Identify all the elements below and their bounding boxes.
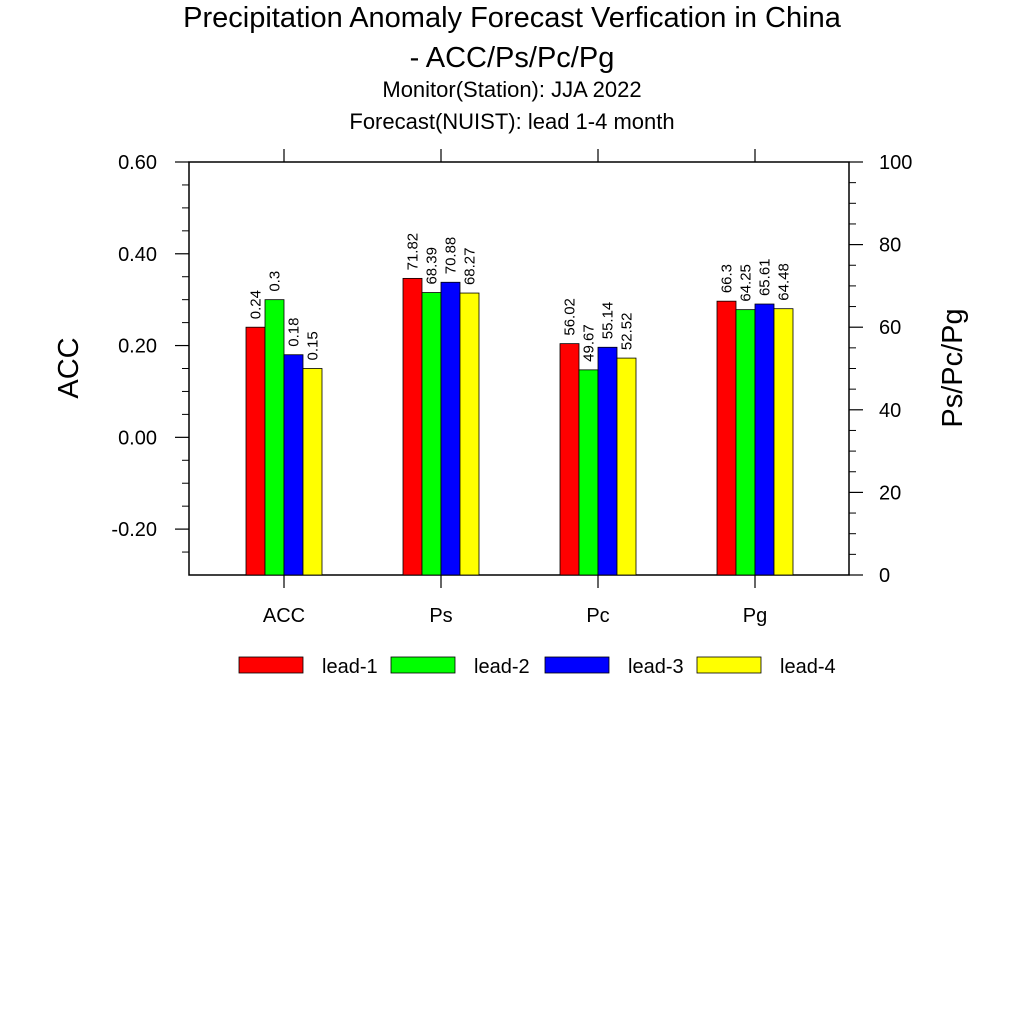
bar-lead-2 (264, 299, 285, 576)
bar-value-label: 68.27 (462, 247, 479, 285)
left-tick-label: 0.20 (118, 336, 157, 358)
bar-value-label: 64.48 (776, 263, 793, 301)
bar-value-label: 70.88 (443, 237, 460, 275)
bar-lead-4 (773, 308, 794, 576)
bar-value-label: 0.3 (267, 271, 284, 292)
bar-value-label: 55.14 (600, 302, 617, 340)
legend-label: lead-2 (474, 656, 530, 678)
chart-title-line2: - ACC/Ps/Pc/Pg (409, 42, 615, 74)
bar-lead-1 (716, 300, 737, 576)
bar-lead-2 (578, 369, 599, 576)
left-tick-label: -0.20 (111, 519, 157, 541)
bar-lead-4 (302, 368, 323, 576)
bar-value-label: 64.25 (738, 264, 755, 302)
legend-swatch-lead-2 (390, 656, 456, 674)
chart-subtitle-line2: Forecast(NUIST): lead 1-4 month (349, 109, 675, 134)
right-axis-title: Ps/Pc/Pg (937, 308, 969, 427)
bar-lead-3 (754, 303, 775, 576)
chart-subtitle-line1: Monitor(Station): JJA 2022 (382, 77, 642, 102)
bar-lead-1 (402, 277, 423, 576)
bar-value-label: 0.24 (248, 290, 265, 319)
right-tick-label: 60 (879, 317, 901, 339)
right-tick-label: 100 (879, 152, 912, 174)
bar-lead-2 (421, 292, 442, 576)
left-tick-label: 0.40 (118, 244, 157, 266)
bar-value-label: 71.82 (405, 233, 422, 271)
bar-value-label: 68.39 (424, 247, 441, 285)
bar-lead-1 (245, 326, 266, 576)
x-tick-label: Pc (586, 605, 609, 627)
bar-lead-4 (616, 357, 637, 576)
right-tick-label: 20 (879, 482, 901, 504)
bar-value-label: 49.67 (581, 324, 598, 362)
chart-title-line1: Precipitation Anomaly Forecast Verficati… (183, 2, 841, 34)
bar-value-label: 56.02 (562, 298, 579, 336)
right-tick-label: 0 (879, 565, 890, 587)
x-tick-label: Pg (743, 605, 767, 627)
bar-value-label: 66.3 (719, 264, 736, 293)
left-axis-title: ACC (53, 337, 85, 398)
bar-lead-2 (735, 309, 756, 576)
x-tick-label: Ps (429, 605, 452, 627)
legend-swatch-lead-1 (238, 656, 304, 674)
legend-label: lead-3 (628, 656, 684, 678)
bar-lead-3 (283, 354, 304, 576)
bar-lead-3 (597, 346, 618, 576)
bar-lead-3 (440, 281, 461, 576)
x-tick-label: ACC (263, 605, 305, 627)
right-tick-label: 80 (879, 235, 901, 257)
legend-swatch-lead-3 (544, 656, 610, 674)
right-tick-label: 40 (879, 400, 901, 422)
bar-value-label: 0.18 (286, 318, 303, 347)
bar-lead-4 (459, 292, 480, 576)
legend-swatch-lead-4 (696, 656, 762, 674)
bar-value-label: 65.61 (757, 258, 774, 296)
bar-value-label: 52.52 (619, 313, 636, 351)
bar-lead-1 (559, 343, 580, 576)
left-tick-label: 0.60 (118, 152, 157, 174)
legend-label: lead-4 (780, 656, 836, 678)
legend-label: lead-1 (322, 656, 378, 678)
left-tick-label: 0.00 (118, 427, 157, 449)
bar-value-label: 0.15 (305, 331, 322, 360)
